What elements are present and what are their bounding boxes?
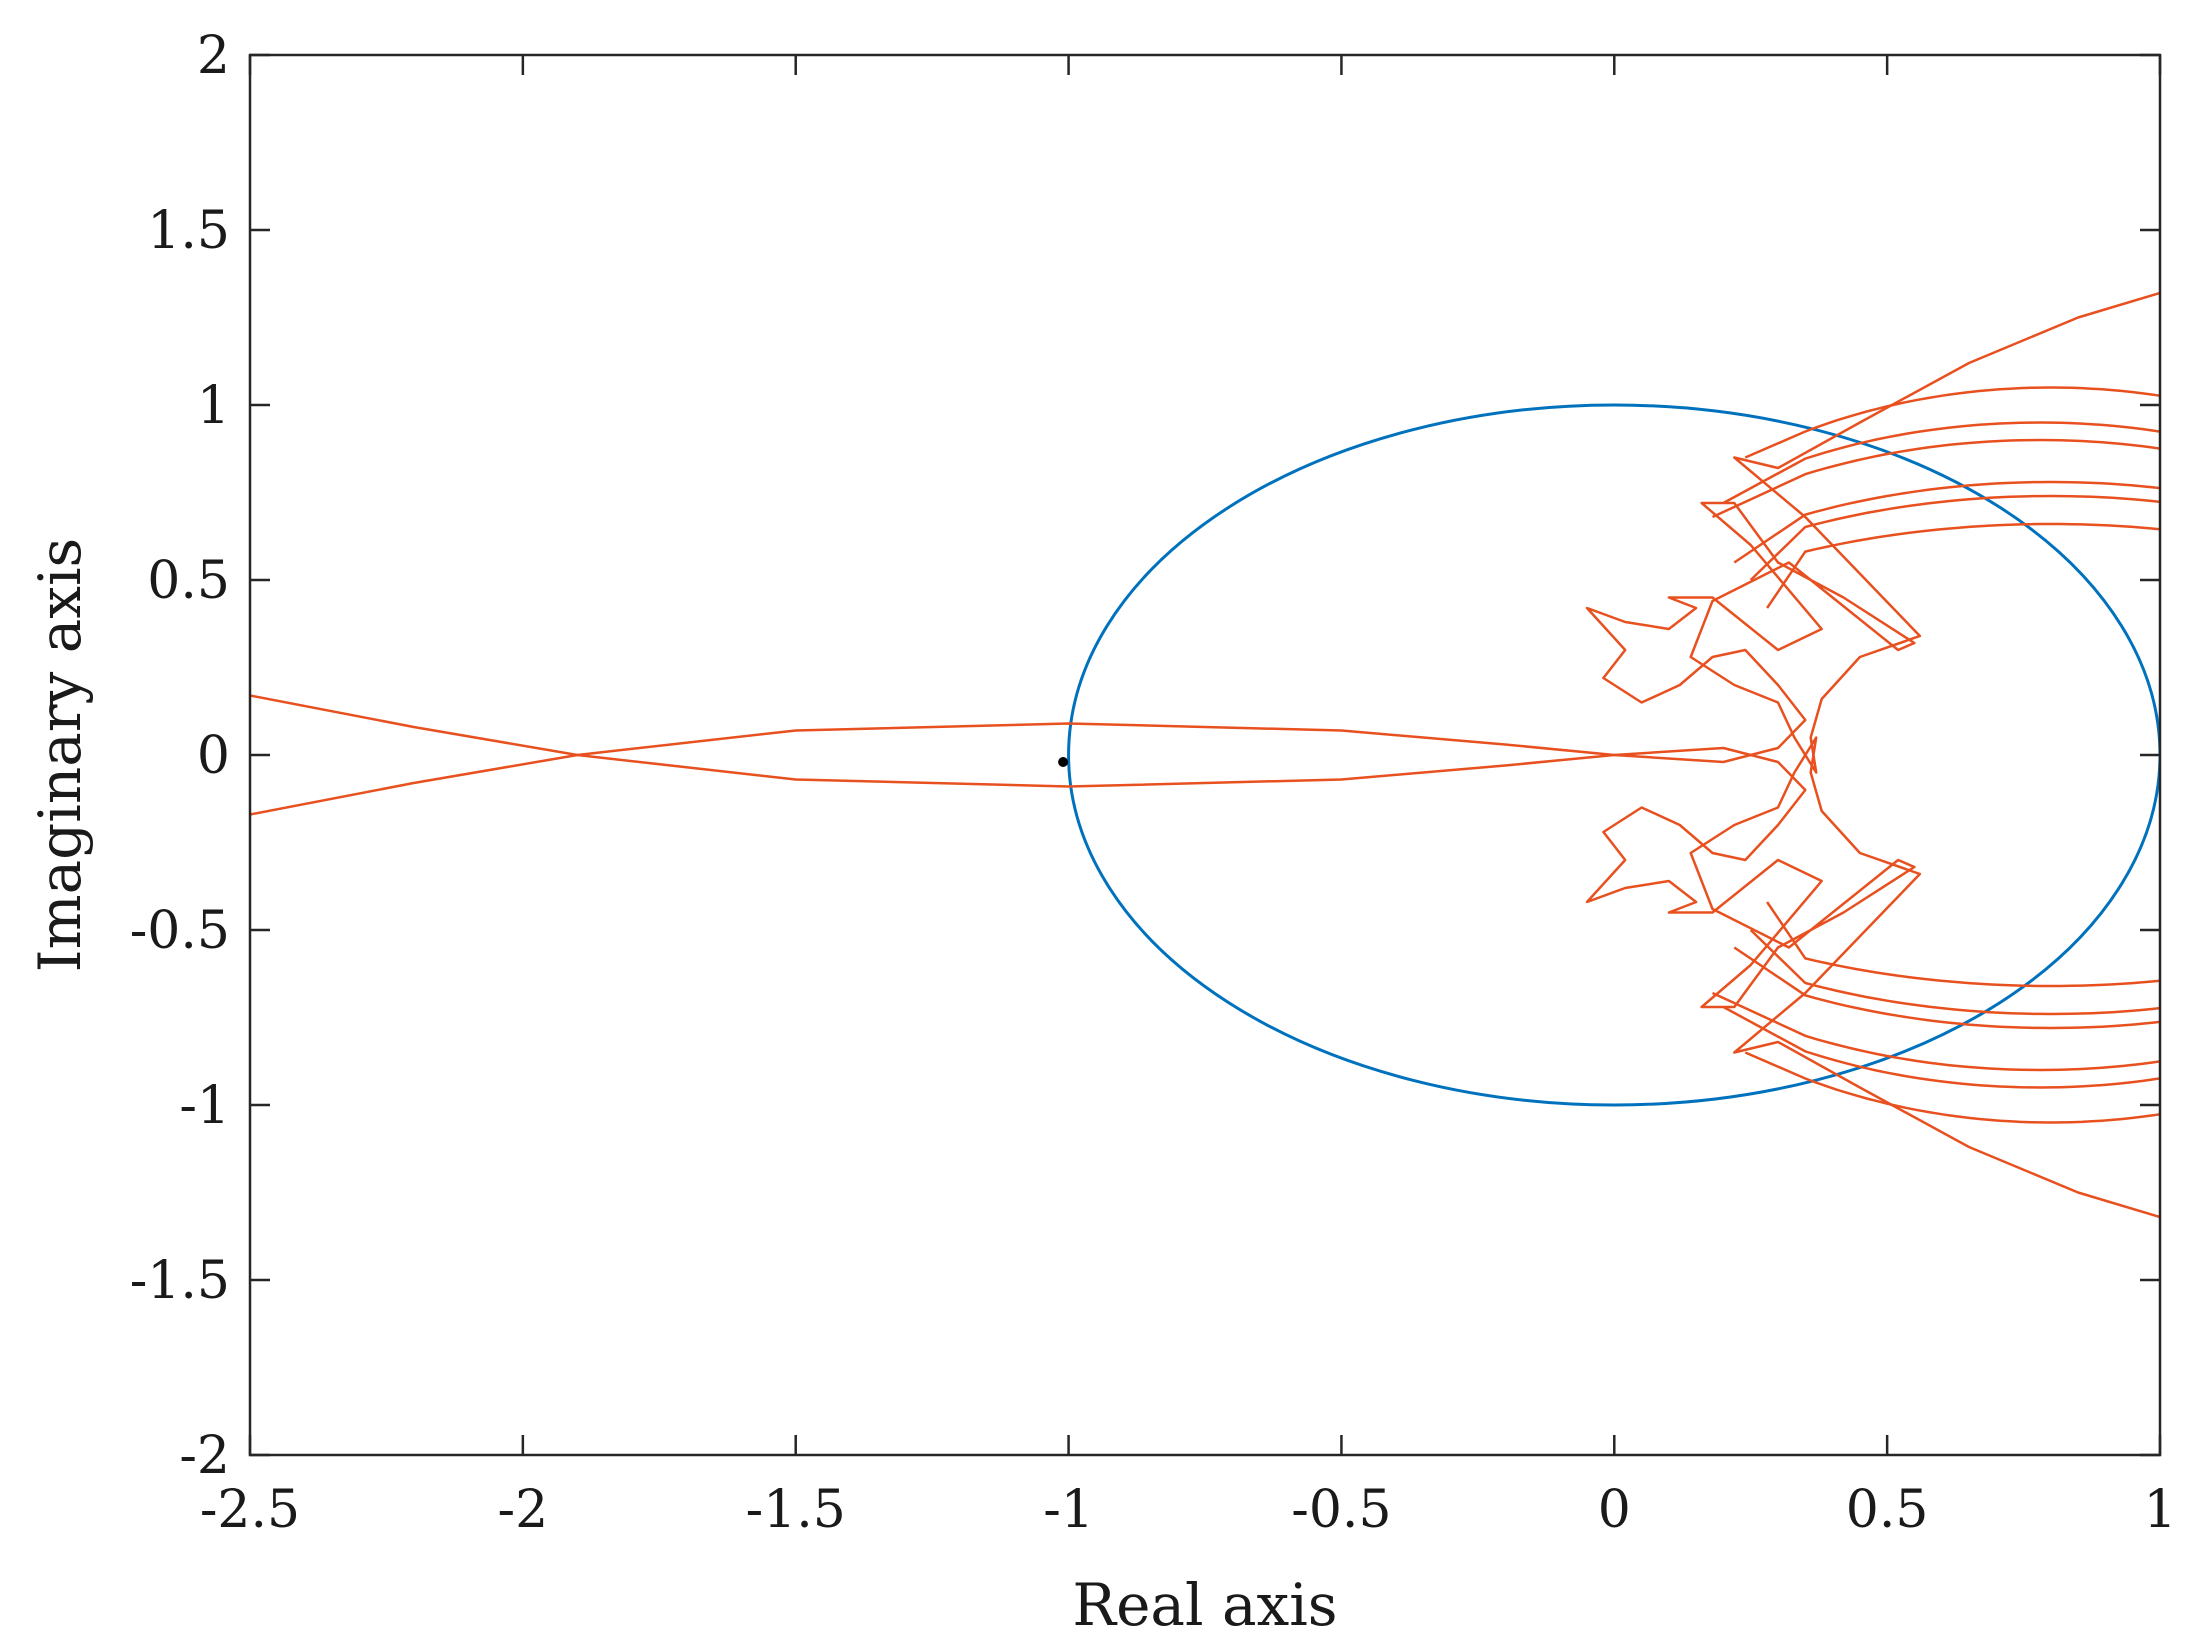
nyquist-arc-lower	[1722, 1005, 2160, 1089]
nyquist-arc-lower	[1749, 929, 2160, 1016]
y-tick-label: -1	[179, 1076, 230, 1136]
nyquist-arc-lower	[1711, 991, 2160, 1072]
x-tick-label: -1.5	[746, 1480, 846, 1540]
nyquist-arc-upper	[1749, 494, 2160, 581]
axes-frame	[248, 53, 2162, 1457]
nyquist-arc-lower	[1766, 901, 2160, 988]
x-tick-label: -1	[1043, 1480, 1094, 1540]
nyquist-arc-upper	[1722, 421, 2160, 505]
y-tick-label: 1	[197, 376, 230, 436]
nyquist-arc-upper	[1733, 480, 2160, 564]
y-tick-label: 0.5	[147, 551, 230, 611]
nyquist-arc-upper	[1711, 438, 2160, 519]
nyquist-branch-upper	[250, 291, 2160, 774]
axis-ticks: -2.5 -2 -1.5 -1 -0.5 0 0.5 1-2-1.5-1-0.500.511.…	[130, 26, 2177, 1540]
plot-area	[250, 291, 2160, 1219]
y-tick-label: 0	[197, 726, 230, 786]
unit-circle	[1067, 403, 2160, 1107]
x-tick-label: 1	[2143, 1480, 2176, 1540]
y-tick-label: 1.5	[147, 201, 230, 261]
x-tick-label: 0.5	[1846, 1480, 1929, 1540]
critical-point	[1058, 757, 1069, 767]
nyquist-arc-lower	[1733, 946, 2160, 1030]
nyquist-branch-lower	[250, 736, 2160, 1219]
y-tick-label: 2	[197, 26, 230, 86]
x-axis-label: Real axis	[1072, 1571, 1337, 1639]
nyquist-arc-upper	[1766, 522, 2160, 609]
y-tick-label: -0.5	[130, 901, 230, 961]
x-tick-label: -2.5	[200, 1480, 300, 1540]
x-tick-label: 0	[1598, 1480, 1631, 1540]
y-tick-label: -1.5	[130, 1251, 230, 1311]
x-tick-label: -0.5	[1291, 1480, 1391, 1540]
x-tick-label: -2	[498, 1480, 549, 1540]
y-tick-label: -2	[179, 1426, 230, 1486]
y-axis-label: Imaginary axis	[26, 538, 94, 973]
nyquist-arc-lower	[1744, 1051, 2160, 1124]
nyquist-arc-upper	[1744, 386, 2160, 459]
